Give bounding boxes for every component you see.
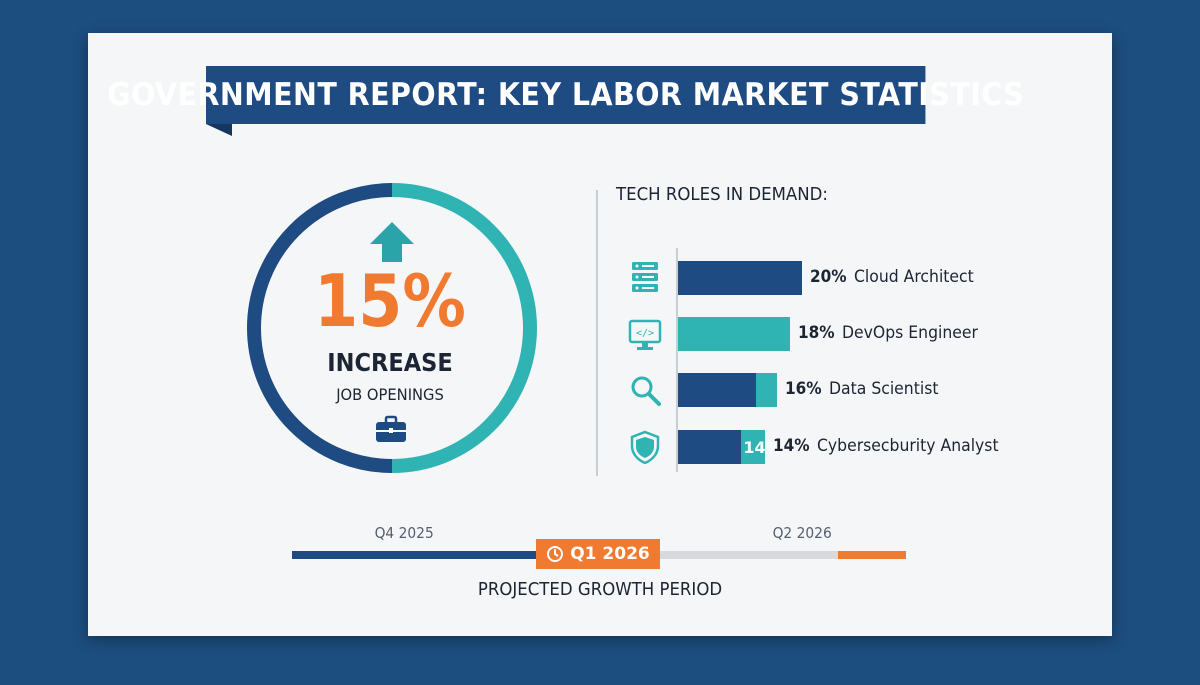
timeline-end-segment: [838, 551, 906, 559]
bar-value-label-1: 18%: [797, 323, 835, 343]
bar-category-label-0: Cloud Architect: [854, 267, 974, 287]
briefcase-icon: [376, 415, 406, 442]
bar-0: [678, 261, 802, 295]
banner-fold: [206, 124, 232, 136]
up-arrow-icon: [370, 222, 414, 262]
bar-axis: [676, 248, 678, 472]
bar-category-label-2: Data Scientist: [829, 379, 939, 399]
svg-text:</>: </>: [636, 328, 654, 339]
report-title: GOVERNMENT REPORT: KEY LABOR MARKET STAT…: [107, 66, 1024, 124]
clock-icon: [547, 546, 564, 562]
bar-1: [678, 317, 790, 351]
bar-value-label-0: 20%: [810, 267, 847, 287]
timeline-active-period: Q1 2026: [536, 539, 660, 569]
bar-accent-3: [741, 430, 765, 464]
bar-category-label-3: Cybersecburity Analyst: [816, 436, 999, 456]
shield-icon: [630, 430, 660, 464]
timeline-end-label: Q2 2026: [772, 524, 832, 542]
timeline-caption: PROJECTED GROWTH PERIOD: [477, 579, 723, 600]
timeline-future-segment: [660, 551, 838, 559]
ring-right-arc: [391, 183, 537, 473]
headline-value: 15%: [314, 259, 466, 343]
bar-value-label-2: 16%: [785, 379, 822, 399]
headline-label: INCREASE: [327, 348, 453, 377]
magnifier-icon: [631, 376, 661, 406]
bar-inner-label-3: 14%: [743, 438, 782, 457]
monitor-code-icon: </>: [628, 319, 662, 350]
timeline-start-label: Q4 2025: [374, 524, 434, 542]
bar-accent-2: [756, 373, 778, 407]
bar-category-label-1: DevOps Engineer: [841, 323, 978, 343]
bar-value-label-3: 14%: [772, 436, 810, 456]
growth-ring: [247, 183, 537, 473]
timeline-past-segment: [292, 551, 538, 559]
section-divider: [596, 190, 598, 476]
timeline-active-label: Q1 2026: [570, 544, 650, 564]
headline-sublabel: JOB OPENINGS: [336, 385, 444, 404]
ring-left-arc: [247, 183, 393, 473]
server-icon: [632, 262, 658, 292]
roles-title: TECH ROLES IN DEMAND:: [616, 184, 828, 205]
